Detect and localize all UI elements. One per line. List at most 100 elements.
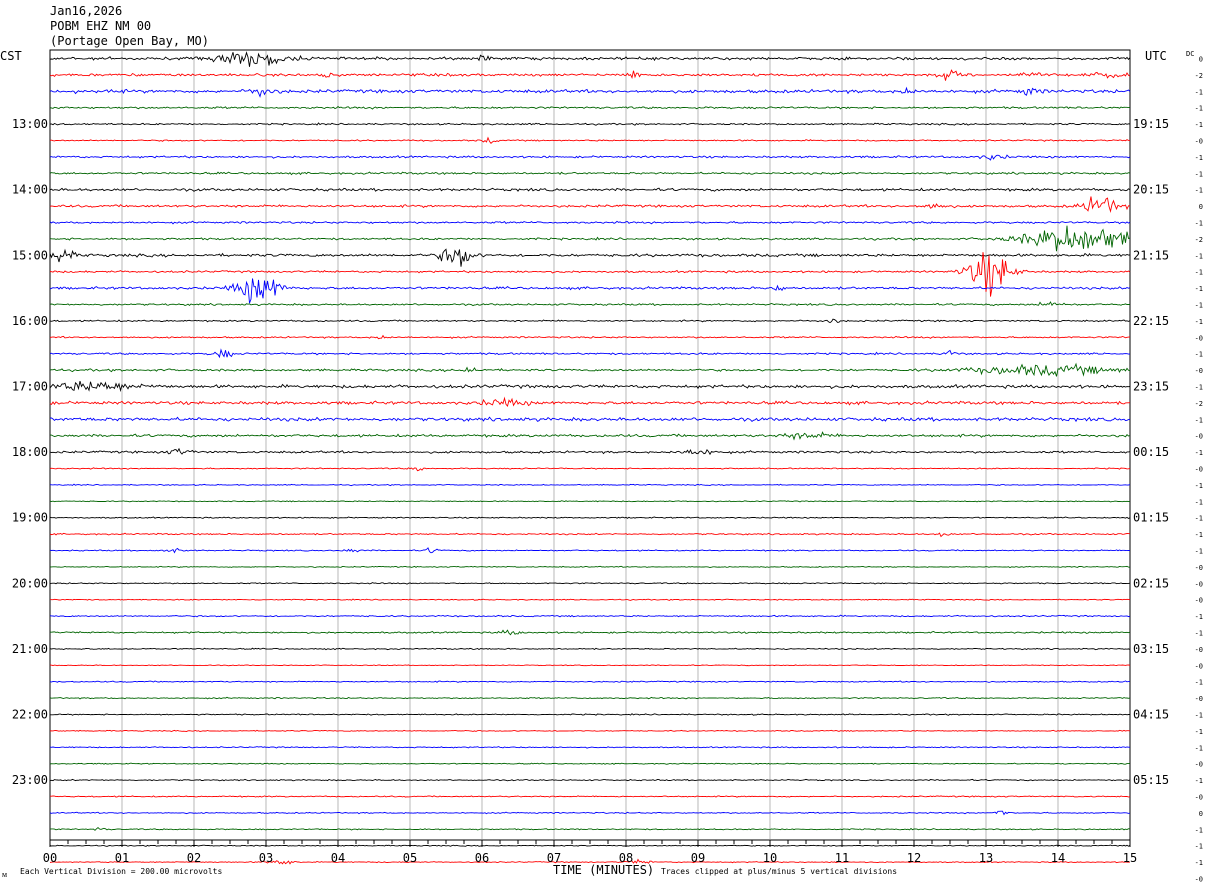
trace-8	[49, 187, 1131, 192]
dc-offset-label: -0	[1195, 876, 1203, 884]
trace-39	[49, 696, 1131, 700]
trace-24	[49, 447, 1131, 456]
dc-offset-label: -1	[1195, 318, 1203, 326]
dc-offset-label: -1	[1195, 531, 1203, 539]
trace-1	[49, 69, 1131, 81]
dc-offset-label: -1	[1195, 88, 1203, 96]
x-tick-label: 12	[907, 851, 921, 865]
x-axis-title: TIME (MINUTES)	[553, 863, 654, 877]
dc-offset-label: -2	[1195, 72, 1203, 80]
trace-5	[49, 136, 1131, 144]
dc-offset-label: -1	[1195, 859, 1203, 867]
trace-20	[49, 380, 1131, 393]
right-timezone-label: UTC	[1145, 49, 1167, 63]
trace-13	[49, 252, 1131, 297]
dc-offset-label: -1	[1195, 285, 1203, 293]
cst-hour-label: 15:00	[12, 248, 48, 262]
trace-14	[49, 278, 1131, 304]
dc-offset-label: -0	[1195, 564, 1203, 572]
trace-34	[49, 614, 1131, 618]
trace-46	[49, 810, 1131, 816]
x-tick-label: 06	[475, 851, 489, 865]
trace-49	[49, 858, 1131, 865]
trace-26	[49, 483, 1131, 487]
trace-2	[49, 86, 1131, 98]
dc-offset-label: -1	[1195, 777, 1203, 785]
trace-23	[50, 431, 1131, 441]
dc-offset-label: -1	[1195, 220, 1203, 228]
seismic-traces	[49, 51, 1131, 865]
dc-offset-label: -1	[1195, 416, 1203, 424]
dc-offset-label: -1	[1195, 728, 1203, 736]
trace-45	[50, 795, 1131, 798]
utc-hour-label: 22:15	[1133, 314, 1169, 328]
dc-offset-label: -0	[1195, 580, 1203, 588]
trace-35	[49, 629, 1131, 636]
dc-offset-label: -1	[1195, 613, 1203, 621]
dc-offset-label: -0	[1195, 597, 1203, 605]
left-timezone-label: CST	[0, 49, 22, 63]
dc-header-label: DC	[1186, 50, 1194, 58]
date-label: Jan16,2026	[50, 4, 122, 18]
trace-17	[49, 334, 1131, 340]
trace-29	[49, 532, 1131, 538]
clip-note: Traces clipped at plus/minus 5 vertical …	[661, 867, 897, 876]
corner-mark: ᴍ	[2, 870, 7, 879]
utc-hour-label: 05:15	[1133, 773, 1169, 787]
dc-offset-label: -2	[1195, 400, 1203, 408]
trace-40	[50, 713, 1131, 716]
cst-hour-label: 23:00	[12, 773, 48, 787]
x-tick-label: 00	[43, 851, 57, 865]
x-tick-label: 01	[115, 851, 129, 865]
dc-offset-label: -1	[1195, 744, 1203, 752]
x-tick-label: 09	[691, 851, 705, 865]
utc-hour-label: 20:15	[1133, 183, 1169, 197]
dc-offset-label: -1	[1195, 498, 1203, 506]
dc-offset-label: -1	[1195, 121, 1203, 129]
x-tick-label: 05	[403, 851, 417, 865]
x-tick-label: 10	[763, 851, 777, 865]
dc-offset-label: 0	[1199, 56, 1203, 64]
trace-43	[49, 762, 1130, 765]
dc-offset-label: -1	[1195, 154, 1203, 162]
cst-hour-label: 19:00	[12, 511, 48, 525]
dc-offset-label: -1	[1195, 548, 1203, 556]
cst-hour-label: 22:00	[12, 708, 48, 722]
dc-offset-label: -1	[1195, 252, 1203, 260]
trace-19	[49, 362, 1131, 377]
dc-offset-label: -0	[1195, 138, 1203, 146]
trace-11	[49, 225, 1131, 252]
dc-offset-label: -1	[1195, 170, 1203, 178]
dc-offset-label: -1	[1195, 105, 1203, 113]
trace-41	[49, 729, 1131, 732]
dc-offset-label: -0	[1195, 646, 1203, 654]
dc-offset-label: -1	[1195, 449, 1203, 457]
trace-37	[49, 664, 1131, 667]
dc-offset-label: -2	[1195, 236, 1203, 244]
trace-22	[50, 416, 1131, 423]
dc-offset-label: -1	[1195, 843, 1203, 851]
scale-note: Each Vertical Division = 200.00 microvol…	[20, 867, 222, 876]
x-tick-label: 04	[331, 851, 345, 865]
trace-9	[49, 196, 1130, 213]
utc-hour-labels: 19:15 20:15 21:15 22:15 23:15 00:15 01:15 02:15…	[1133, 117, 1169, 787]
dc-offset-label: -1	[1195, 384, 1203, 392]
trace-4	[49, 122, 1131, 126]
trace-31	[49, 565, 1131, 569]
minute-gridlines	[121, 50, 1059, 840]
trace-6	[49, 154, 1131, 161]
dc-offset-label: 0	[1199, 203, 1203, 211]
dc-offset-label: -0	[1195, 662, 1203, 670]
x-tick-label: 11	[835, 851, 849, 865]
trace-30	[49, 547, 1131, 554]
cst-hour-label: 18:00	[12, 445, 48, 459]
trace-3	[49, 105, 1130, 110]
dc-offset-label: -0	[1195, 761, 1203, 769]
x-tick-label: 03	[259, 851, 273, 865]
x-tick-label: 15	[1123, 851, 1137, 865]
cst-hour-label: 17:00	[12, 380, 48, 394]
trace-28	[49, 516, 1131, 520]
utc-hour-label: 21:15	[1133, 248, 1169, 262]
x-tick-label: 13	[979, 851, 993, 865]
trace-48	[49, 844, 1131, 847]
